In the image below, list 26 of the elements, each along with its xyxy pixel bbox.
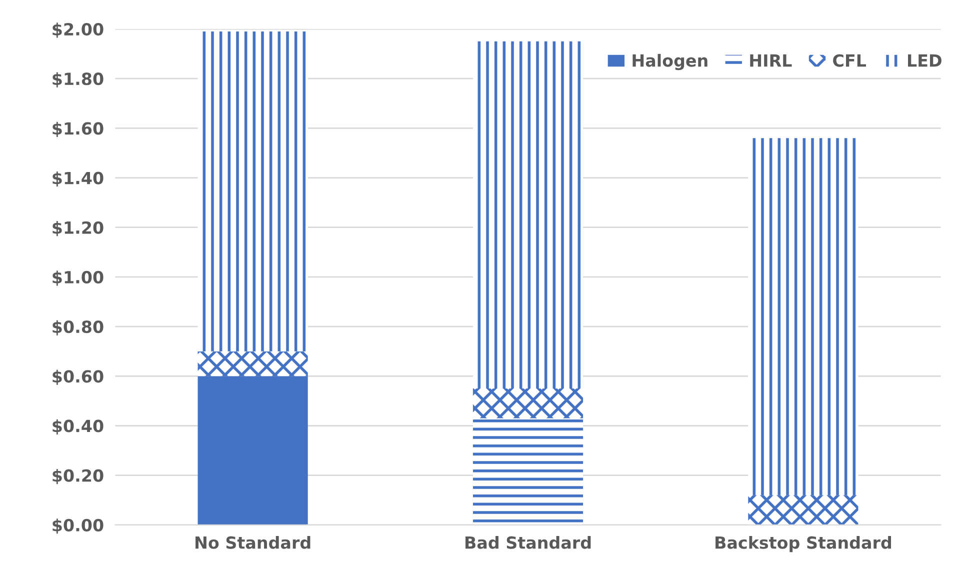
y-tick-label: $1.00 — [52, 270, 104, 286]
x-tick-label: Backstop Standard — [716, 536, 891, 552]
bar — [198, 351, 308, 376]
legend-label: HIRL — [750, 54, 792, 67]
y-tick-label: $0.00 — [52, 518, 104, 534]
y-tick-label: $1.40 — [52, 171, 104, 187]
y-tick-label: $0.60 — [52, 370, 104, 385]
y-tick-label: $1.20 — [52, 221, 104, 236]
y-tick-label: $0.20 — [52, 468, 104, 484]
y-tick-label: $0.40 — [52, 419, 104, 435]
legend-label: LED — [908, 54, 942, 67]
x-tick-label: No Standard — [196, 536, 310, 549]
legend-label: Halogen — [632, 54, 708, 70]
bar — [472, 41, 584, 389]
y-tick-label: $0.80 — [52, 320, 104, 336]
bar — [472, 418, 584, 525]
bar — [748, 495, 858, 525]
bar — [198, 31, 308, 352]
y-tick-label: $1.60 — [52, 122, 104, 137]
x-tick-label: Bad Standard — [465, 536, 591, 549]
bar — [472, 388, 584, 418]
bar — [748, 138, 858, 496]
y-tick-label: $1.80 — [52, 72, 104, 88]
y-tick-label: $2.00 — [52, 22, 104, 38]
bar — [198, 376, 308, 525]
legend-label: CFL — [833, 54, 866, 67]
